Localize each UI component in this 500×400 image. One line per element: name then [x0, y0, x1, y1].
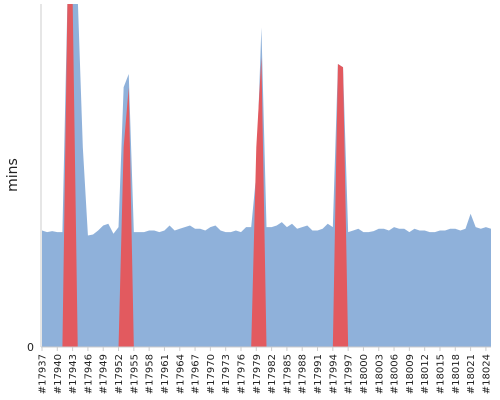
plot-area — [42, 4, 491, 347]
x-tick-label: #17967 — [191, 354, 202, 394]
x-tick-label: #18018 — [451, 354, 462, 394]
x-tick-label: #17985 — [282, 354, 293, 394]
x-tick-label: #18021 — [466, 354, 477, 394]
x-tick-label: #18012 — [420, 354, 431, 394]
x-tick-label: #17949 — [99, 354, 110, 394]
x-tick-label: #17979 — [252, 354, 263, 394]
x-tick-label: #17997 — [344, 354, 355, 394]
x-ticks: #17937 #17940 #17943 #17946 #17949 #17952 #179… — [38, 347, 492, 394]
y-ticks: 0 — [27, 341, 34, 354]
x-tick-label: #17952 — [114, 354, 125, 394]
y-axis-label: mins — [5, 158, 21, 192]
x-tick-label: #17958 — [145, 354, 156, 394]
x-tick-label: #18000 — [359, 354, 370, 394]
x-tick-label: #17982 — [267, 354, 278, 394]
x-tick-label: #17940 — [53, 354, 64, 394]
x-tick-label: #17973 — [221, 354, 232, 394]
x-tick-label: #17955 — [129, 354, 140, 394]
x-tick-label: #17976 — [236, 354, 247, 394]
x-tick-label: #18015 — [435, 354, 446, 394]
x-tick-label: #18003 — [374, 354, 385, 394]
x-tick-label: #17964 — [175, 354, 186, 394]
x-tick-label: #17937 — [38, 354, 49, 394]
x-tick-label: #17946 — [83, 354, 94, 394]
x-tick-label: #17994 — [328, 354, 339, 394]
series-1-area — [42, 4, 491, 347]
y-tick-label: 0 — [27, 341, 34, 354]
x-tick-label: #17970 — [206, 354, 217, 394]
x-tick-label: #17991 — [313, 354, 324, 394]
x-tick-label: #17961 — [160, 354, 171, 394]
x-tick-label: #18009 — [405, 354, 416, 394]
x-tick-label: #18024 — [481, 354, 492, 394]
x-tick-label: #17943 — [68, 354, 79, 394]
x-tick-label: #18006 — [390, 354, 401, 394]
x-tick-label: #17988 — [298, 354, 309, 394]
